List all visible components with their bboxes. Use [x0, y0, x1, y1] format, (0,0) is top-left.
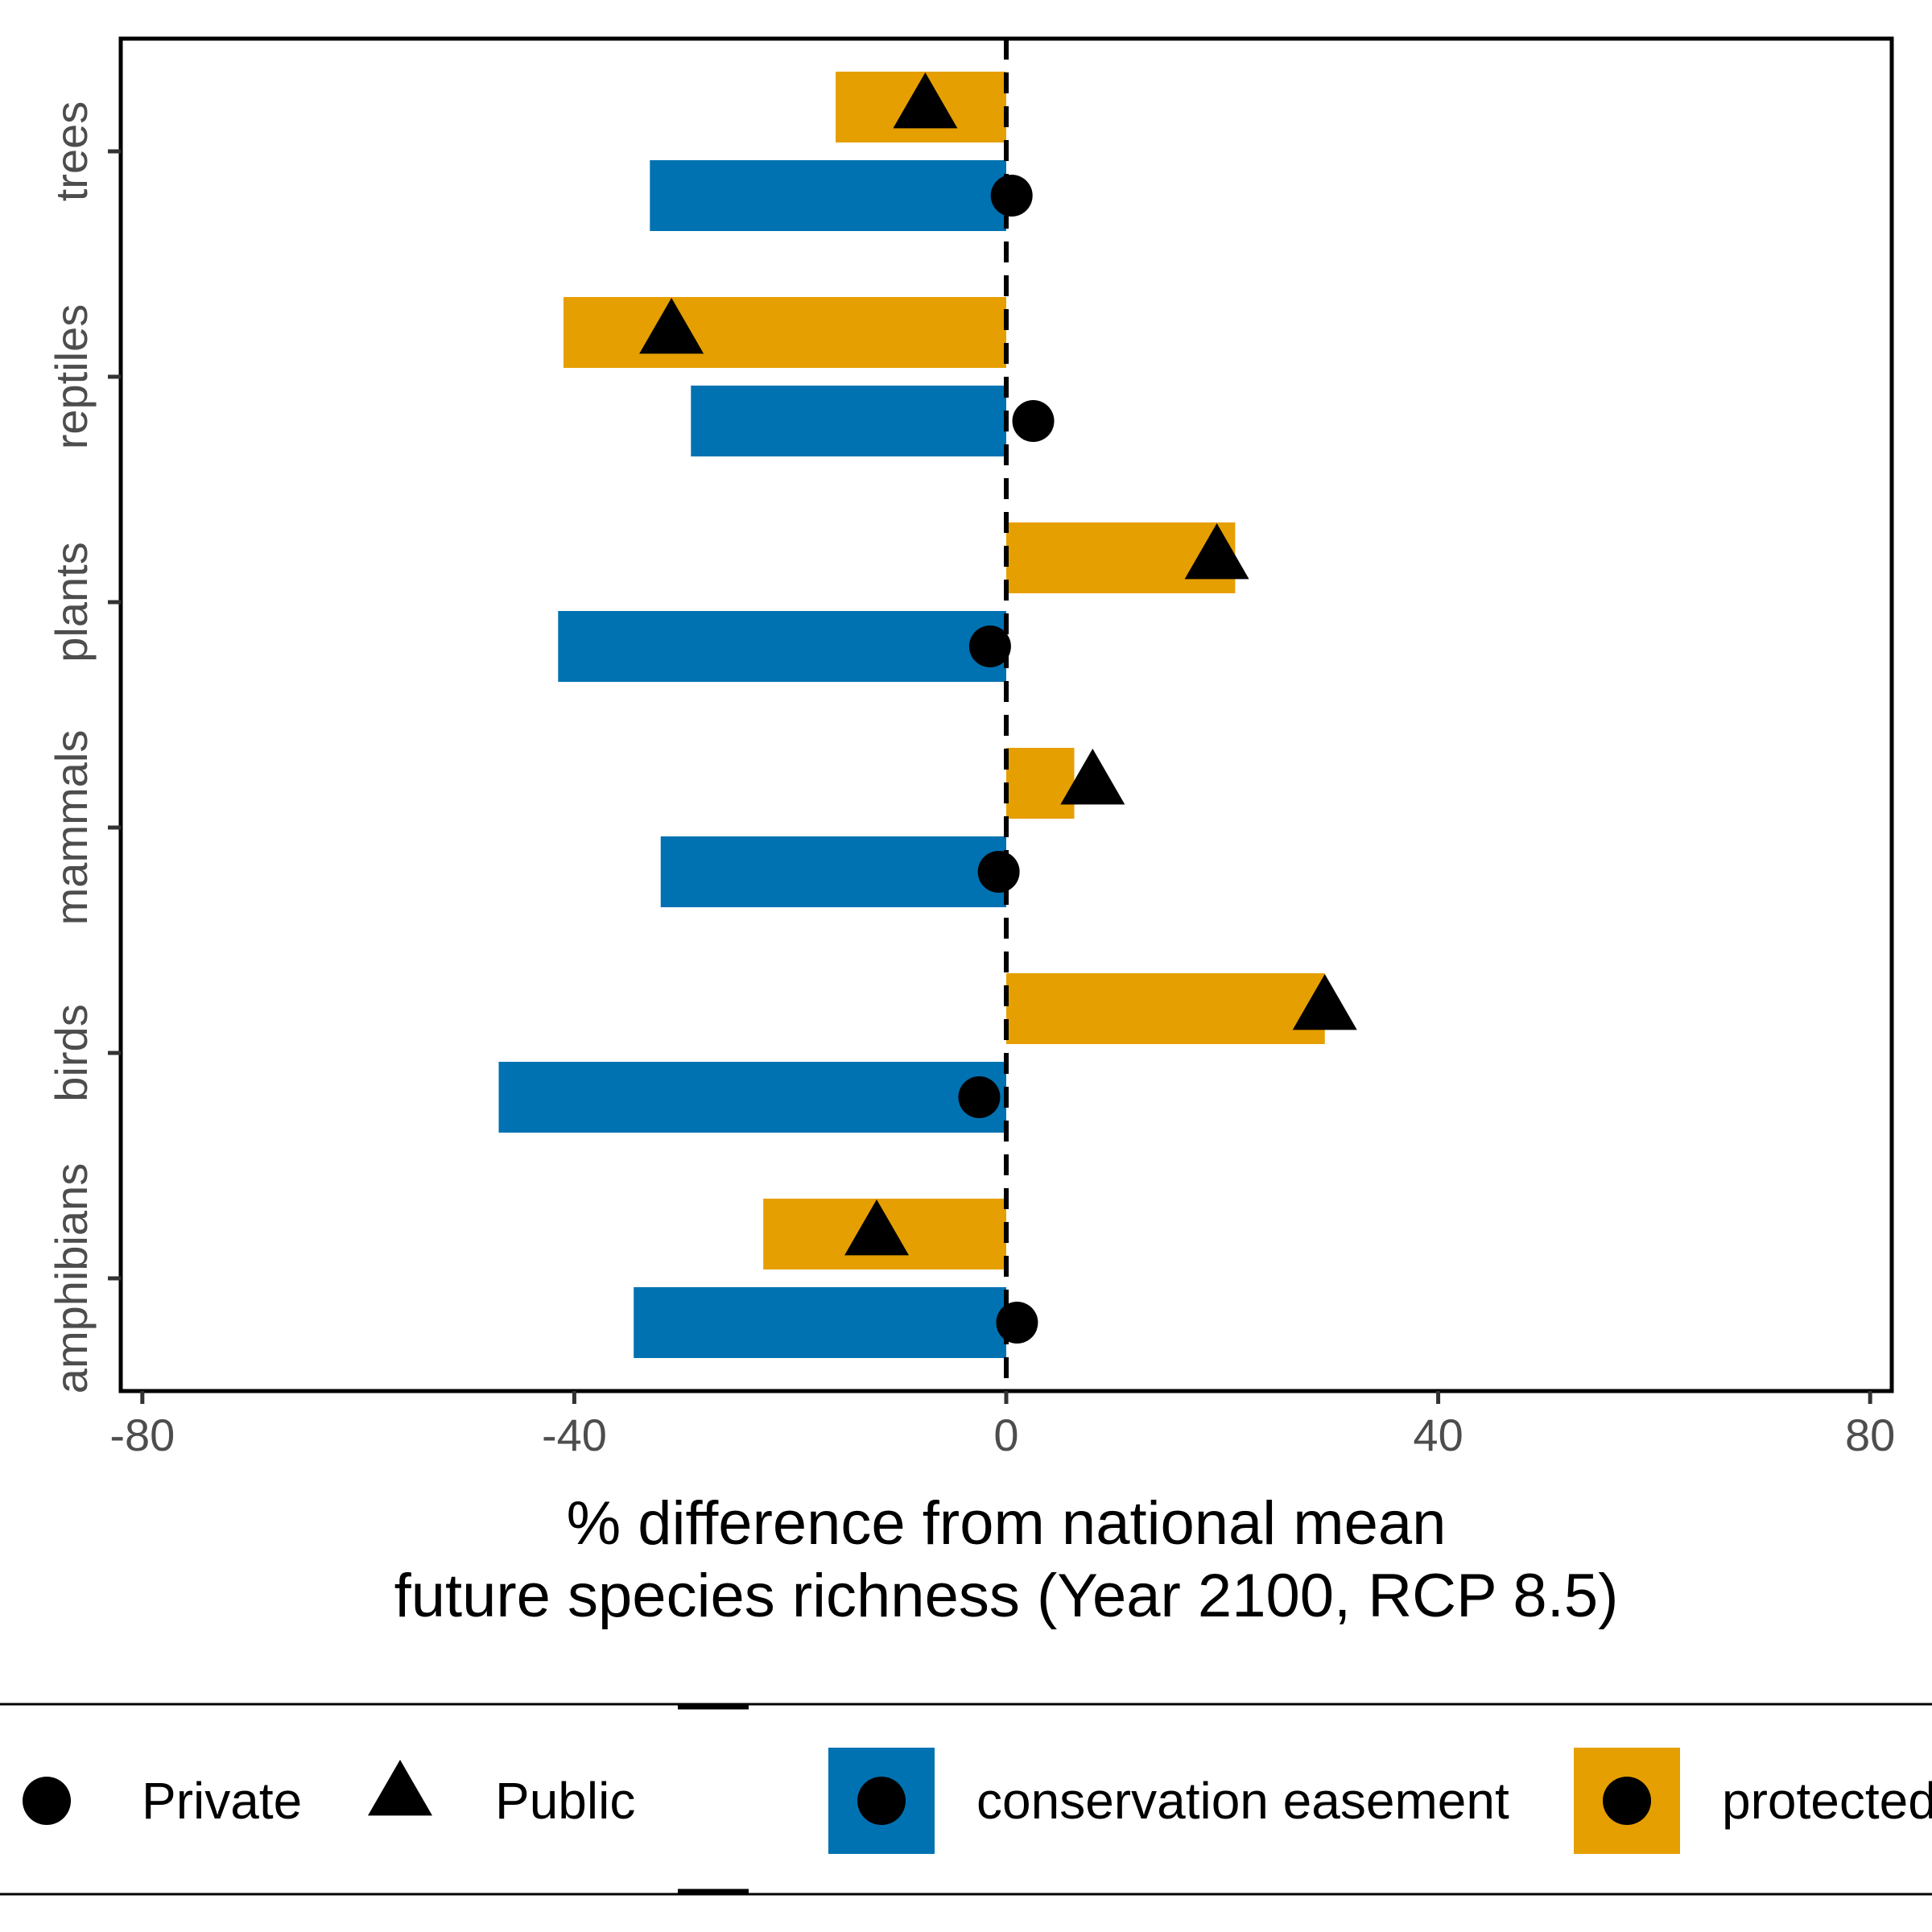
- bar-conservation-easement-amphibians: [634, 1287, 1006, 1358]
- x-axis-title: % difference from national mean future s…: [394, 1489, 1619, 1630]
- legend-key-marker-protected: [1603, 1777, 1651, 1825]
- point-public-plants: [1184, 523, 1249, 580]
- bar-conservation-easement-plants: [558, 611, 1006, 682]
- point-public-reptiles: [639, 298, 704, 354]
- legend-label-private: Private: [142, 1772, 302, 1830]
- point-public-mammals: [1060, 749, 1125, 805]
- legend-key-marker-conservation-easement: [857, 1777, 906, 1825]
- bar-conservation-easement-mammals: [660, 836, 1006, 907]
- plot-area: [498, 39, 1357, 1391]
- point-private-birds: [958, 1076, 1001, 1118]
- axes: amphibians birds mammals plants reptiles tree…: [46, 36, 1895, 1460]
- x-tick-label-40: 40: [1413, 1410, 1463, 1460]
- point-private-trees: [990, 175, 1033, 217]
- y-tick-label-reptiles: reptiles: [46, 304, 97, 450]
- bar-protected-reptiles: [564, 297, 1006, 368]
- bar-conservation-easement-reptiles: [691, 386, 1006, 456]
- point-private-mammals: [977, 851, 1020, 893]
- point-private-plants: [968, 625, 1011, 667]
- legend-key-private: [23, 1777, 71, 1825]
- legend-label-conservation-easement: conservation easement: [976, 1772, 1509, 1830]
- x-tick-label-80: 80: [1845, 1410, 1895, 1460]
- point-public-trees: [893, 72, 958, 129]
- legend-key-public: [368, 1760, 432, 1816]
- y-tick-label-birds: birds: [46, 1004, 97, 1101]
- y-tick-label-trees: trees: [46, 101, 97, 202]
- legend: Private Public conservation easement protec…: [0, 1703, 1932, 1896]
- x-tick-label-0: 0: [993, 1410, 1018, 1460]
- point-private-amphibians: [996, 1302, 1038, 1344]
- point-public-birds: [1292, 974, 1357, 1030]
- y-tick-label-mammals: mammals: [46, 730, 97, 926]
- bar-protected-birds: [1006, 973, 1325, 1044]
- point-public-amphibians: [844, 1199, 910, 1256]
- point-private-reptiles: [1012, 400, 1055, 442]
- x-axis-title-line-2: future species richness (Year 2100, RCP …: [394, 1562, 1619, 1630]
- y-tick-label-plants: plants: [46, 542, 97, 662]
- bar-conservation-easement-trees: [650, 160, 1006, 231]
- legend-label-protected: protected: [1722, 1772, 1932, 1830]
- x-tick-label-80: -80: [109, 1410, 175, 1460]
- x-axis-title-line-1: % difference from national mean: [567, 1489, 1447, 1558]
- legend-label-public: Public: [495, 1772, 635, 1830]
- bar-protected-mammals: [1006, 748, 1075, 819]
- y-tick-label-amphibians: amphibians: [46, 1163, 97, 1393]
- bar-conservation-easement-birds: [498, 1062, 1006, 1133]
- x-tick-label-40: -40: [542, 1410, 607, 1460]
